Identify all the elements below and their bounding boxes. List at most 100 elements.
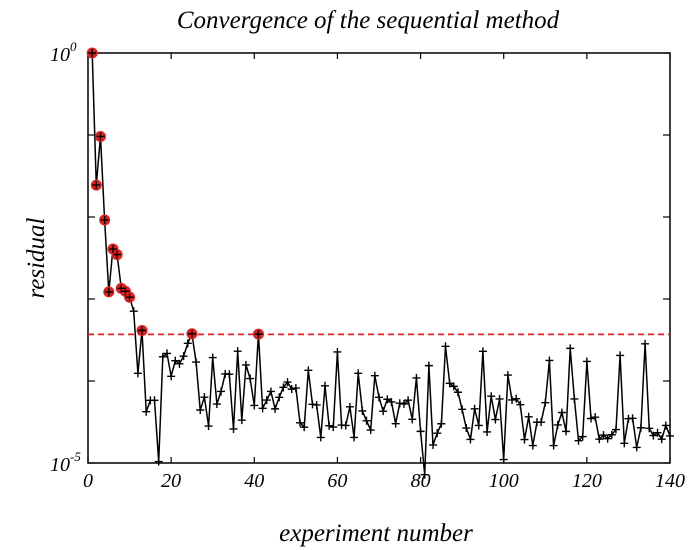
data-point-marker [449,382,458,391]
y-tick-label: 10-5 [50,449,81,476]
x-tick-label: 60 [327,470,347,492]
x-tick-label: 80 [411,470,431,492]
data-point-marker [470,404,479,413]
data-point-marker [125,293,134,302]
series-markers-layer [88,49,674,479]
data-point-marker [503,371,512,380]
data-point-marker [412,373,421,382]
data-point-marker [113,250,122,259]
data-point-marker [549,441,558,450]
x-tick-layer: 0 20 40 60 80 100 120 140 [83,53,685,492]
data-point-marker [508,395,517,404]
data-point-marker [133,369,142,378]
data-point-marker [645,424,654,433]
data-point-marker [233,347,242,356]
data-point-marker [607,430,616,439]
data-point-marker [595,435,604,444]
data-point-marker [129,307,138,316]
data-point-marker [192,358,201,367]
data-point-marker [117,284,126,293]
data-point-marker [92,181,101,190]
x-tick-label: 0 [83,470,93,492]
data-point-marker [204,422,213,431]
data-point-marker [329,423,338,432]
data-point-marker [200,393,209,402]
data-point-marker [528,441,537,450]
data-point-marker [566,344,575,353]
data-point-marker [171,356,180,365]
data-point-marker [183,339,192,348]
data-point-marker [399,399,408,408]
data-point-marker [312,400,321,409]
data-point-marker [520,435,529,444]
data-point-marker [649,431,658,440]
data-point-marker [628,414,637,423]
data-point-marker [291,384,300,393]
x-tick-label: 40 [244,470,264,492]
data-point-marker [370,371,379,380]
data-point-marker [429,440,438,449]
y-axis-label: residual [23,217,50,298]
data-point-marker [212,400,221,409]
data-point-marker [424,361,433,370]
data-point-marker [196,405,205,414]
data-point-marker [599,431,608,440]
data-point-marker [603,434,612,443]
data-point-marker [208,353,217,362]
data-point-marker [354,369,363,378]
data-point-marker [271,404,280,413]
data-point-marker [250,401,259,410]
data-point-marker [416,427,425,436]
data-point-marker [300,423,309,432]
data-point-marker [379,407,388,416]
data-point-marker [162,349,171,358]
data-point-marker [241,360,250,369]
data-point-marker [462,424,471,433]
data-point-marker [491,415,500,424]
data-point-marker [387,397,396,406]
data-point-marker [350,433,359,442]
data-point-marker [495,394,504,403]
x-tick-label: 140 [655,470,685,492]
data-point-marker [138,326,147,335]
data-point-marker [279,383,288,392]
series-line [91,52,671,475]
data-point-marker [408,415,417,424]
data-point-marker [287,385,296,394]
data-point-marker [557,408,566,417]
data-point-marker [150,396,159,405]
data-point-marker [657,435,666,444]
data-point-marker [537,418,546,427]
data-point-marker [483,427,492,436]
data-point-marker [420,470,429,479]
data-point-marker [620,439,629,448]
data-point-marker [553,420,562,429]
data-point-marker [254,330,263,339]
data-point-marker [283,378,292,387]
data-point-marker [578,432,587,441]
data-point-marker [437,419,446,428]
data-point-marker [229,424,238,433]
data-point-marker [275,393,284,402]
data-point-marker [653,428,662,437]
data-point-marker [296,418,305,427]
data-point-marker [433,429,442,438]
data-point-marker [487,392,496,401]
data-point-marker [325,421,334,430]
x-tick-label: 100 [489,470,519,492]
data-point-marker [333,347,342,356]
data-point-marker [616,351,625,360]
data-point-marker [345,402,354,411]
data-point-marker [237,416,246,425]
data-point-marker [591,413,600,422]
data-point-marker [445,379,454,388]
data-point-marker [304,366,313,375]
plot-frame [87,52,671,464]
data-point-marker [404,396,413,405]
x-axis-label: experiment number [279,520,473,547]
data-point-marker [383,395,392,404]
data-point-marker [217,387,226,396]
data-point-marker [358,406,367,415]
data-point-marker [154,457,163,466]
